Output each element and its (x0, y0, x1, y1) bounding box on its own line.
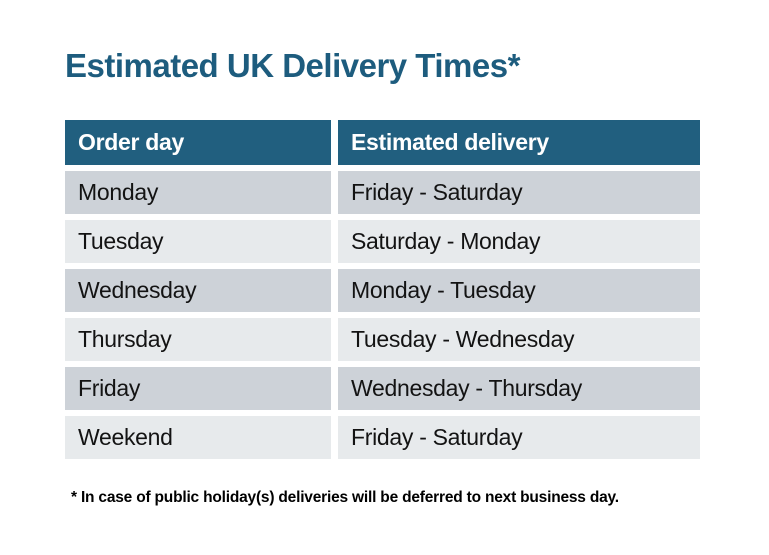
cell-estimated-delivery: Tuesday - Wednesday (338, 318, 700, 361)
column-header-estimated-delivery: Estimated delivery (338, 120, 700, 165)
column-header-order-day: Order day (65, 120, 331, 165)
footnote: * In case of public holiday(s) deliverie… (71, 489, 619, 506)
cell-estimated-delivery: Friday - Saturday (338, 171, 700, 214)
cell-order-day: Friday (65, 367, 331, 410)
cell-order-day: Wednesday (65, 269, 331, 312)
cell-order-day: Monday (65, 171, 331, 214)
cell-estimated-delivery: Friday - Saturday (338, 416, 700, 459)
page-title: Estimated UK Delivery Times* (65, 47, 520, 84)
content-area: Estimated UK Delivery Times* Order day E… (65, 47, 700, 506)
cell-estimated-delivery: Wednesday - Thursday (338, 367, 700, 410)
cell-estimated-delivery: Monday - Tuesday (338, 269, 700, 312)
delivery-times-table: Order day Estimated delivery Monday Frid… (65, 120, 700, 459)
cell-estimated-delivery: Saturday - Monday (338, 220, 700, 263)
cell-order-day: Thursday (65, 318, 331, 361)
cell-order-day: Tuesday (65, 220, 331, 263)
cell-order-day: Weekend (65, 416, 331, 459)
